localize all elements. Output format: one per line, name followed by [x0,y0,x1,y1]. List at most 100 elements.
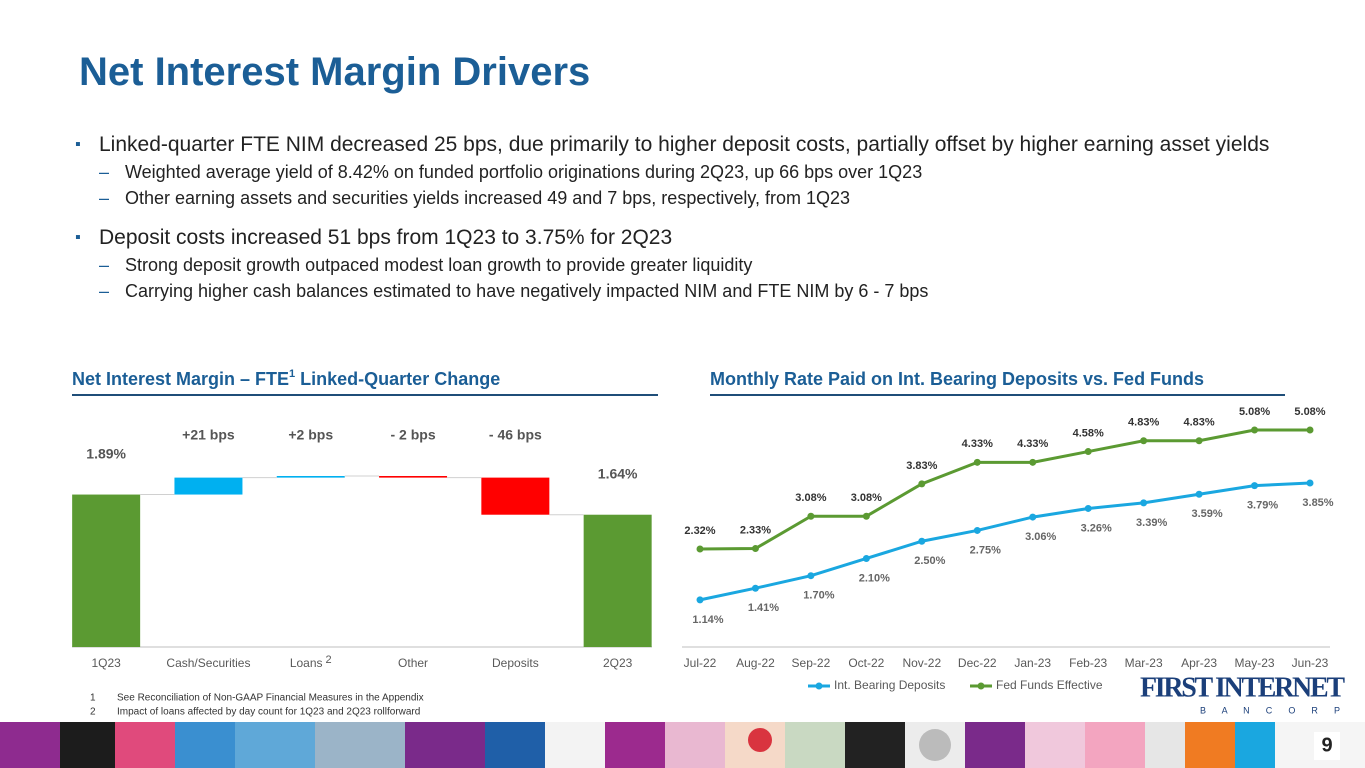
footnote: Impact of loans affected by day count fo… [117,707,420,718]
legend-label: Fed Funds Effective [996,678,1103,692]
x-tick-label: Sep-22 [792,656,831,670]
value-label: 4.83% [1183,417,1214,429]
slide-title: Net Interest Margin Drivers [79,50,591,94]
bullet-list: Linked-quarter FTE NIM decreased 25 bps,… [75,132,1325,318]
value-label: 4.58% [1073,427,1104,439]
legend-swatch [977,682,985,690]
footnote-ref: 1 [289,368,295,380]
x-tick-label: Jan-23 [1014,656,1051,670]
point [1195,490,1203,498]
point [1140,499,1148,507]
bar [481,477,550,515]
point [696,596,704,604]
bullet: Linked-quarter FTE NIM decreased 25 bps,… [75,132,1325,157]
chart-title-part: Linked-Quarter Change [295,369,500,389]
category: 2Q23 [603,656,633,670]
point [1140,437,1148,445]
logo-name: FIRST INTERNET [1140,672,1345,703]
value-label: 3.26% [1081,522,1112,534]
value-label: +21 bps [182,427,235,443]
value-label: 4.33% [962,438,993,450]
chart-title: Monthly Rate Paid on Int. Bearing Deposi… [710,369,1204,389]
point [807,572,815,580]
point [1251,482,1259,490]
point [918,480,926,488]
sub-bullet: Carrying higher cash balances estimated … [75,278,1325,304]
value-label: 1.14% [692,614,723,626]
point [1195,437,1203,445]
x-tick-label: Nov-22 [902,656,941,670]
value-label: 5.08% [1294,406,1325,418]
point [751,584,759,592]
point [973,526,981,534]
bullet-group: Deposit costs increased 51 bps from 1Q23… [75,225,1325,304]
chart-title-part: Net Interest Margin – FTE [72,369,289,389]
value-label: 1.89% [86,445,126,461]
x-tick-label: Oct-22 [848,656,884,670]
value-label: - 46 bps [489,427,542,443]
line [699,481,1311,602]
sub-bullet: Strong deposit growth outpaced modest lo… [75,252,1325,278]
x-tick-label: Aug-22 [736,656,775,670]
point [918,537,926,545]
bar [379,476,448,478]
legend-label: Int. Bearing Deposits [834,678,945,692]
x-tick-label: 1Q23 [91,656,121,670]
point [1084,448,1092,456]
chart-title: Net Interest Margin – FTE1 Linked-Quarte… [72,368,500,389]
value-label: 1.41% [748,602,779,614]
category: Loans [290,656,323,670]
value-label: - 2 bps [390,427,435,443]
value-label: 5.08% [1239,406,1270,418]
x-tick-label: Deposits [492,656,539,670]
footnote-ref: 2 [326,654,332,666]
value-label: 3.59% [1191,508,1222,520]
category: Deposits [492,656,539,670]
value-label: 1.70% [803,590,834,602]
value-label: 3.08% [851,492,882,504]
x-tick-label: Mar-23 [1125,656,1163,670]
value-label: 3.08% [795,492,826,504]
category: Cash/Securities [166,656,250,670]
bar [174,477,243,495]
x-tick-label: Jul-22 [684,656,717,670]
point [1084,504,1092,512]
value-label: 2.10% [859,572,890,584]
value-label: +2 bps [288,427,333,443]
x-tick-label: Apr-23 [1181,656,1217,670]
x-tick-label: Feb-23 [1069,656,1107,670]
x-tick-label: 2Q23 [603,656,633,670]
sub-bullet: Other earning assets and securities yiel… [75,185,1325,211]
value-label: 3.85% [1302,497,1333,509]
value-label: 1.64% [598,465,638,481]
point [1029,458,1037,466]
point [1029,513,1037,521]
value-label: 2.33% [740,524,771,536]
x-tick-label: Loans 2 [290,654,332,670]
value-label: 2.50% [914,555,945,567]
footnote-number: 1 [90,693,96,704]
page-number: 9 [1321,734,1332,756]
point [1251,426,1259,434]
point [862,512,870,520]
logo-subtitle: B A N C O R P [1200,705,1340,715]
value-label: 3.06% [1025,531,1056,543]
point [862,554,870,562]
point [696,545,704,553]
chart-title-part: Monthly Rate Paid on Int. Bearing Deposi… [710,369,1204,389]
x-tick-label: May-23 [1235,656,1275,670]
bar [276,476,345,478]
footnote: See Reconciliation of Non-GAAP Financial… [117,693,424,704]
bullet-group: Linked-quarter FTE NIM decreased 25 bps,… [75,132,1325,211]
point [973,458,981,466]
value-label: 3.79% [1247,500,1278,512]
bullet: Deposit costs increased 51 bps from 1Q23… [75,225,1325,250]
value-label: 3.39% [1136,517,1167,529]
footnote-number: 2 [90,707,96,718]
legend-swatch [815,682,823,690]
value-label: 2.75% [970,544,1001,556]
category: 1Q23 [91,656,121,670]
value-label: 4.33% [1017,438,1048,450]
